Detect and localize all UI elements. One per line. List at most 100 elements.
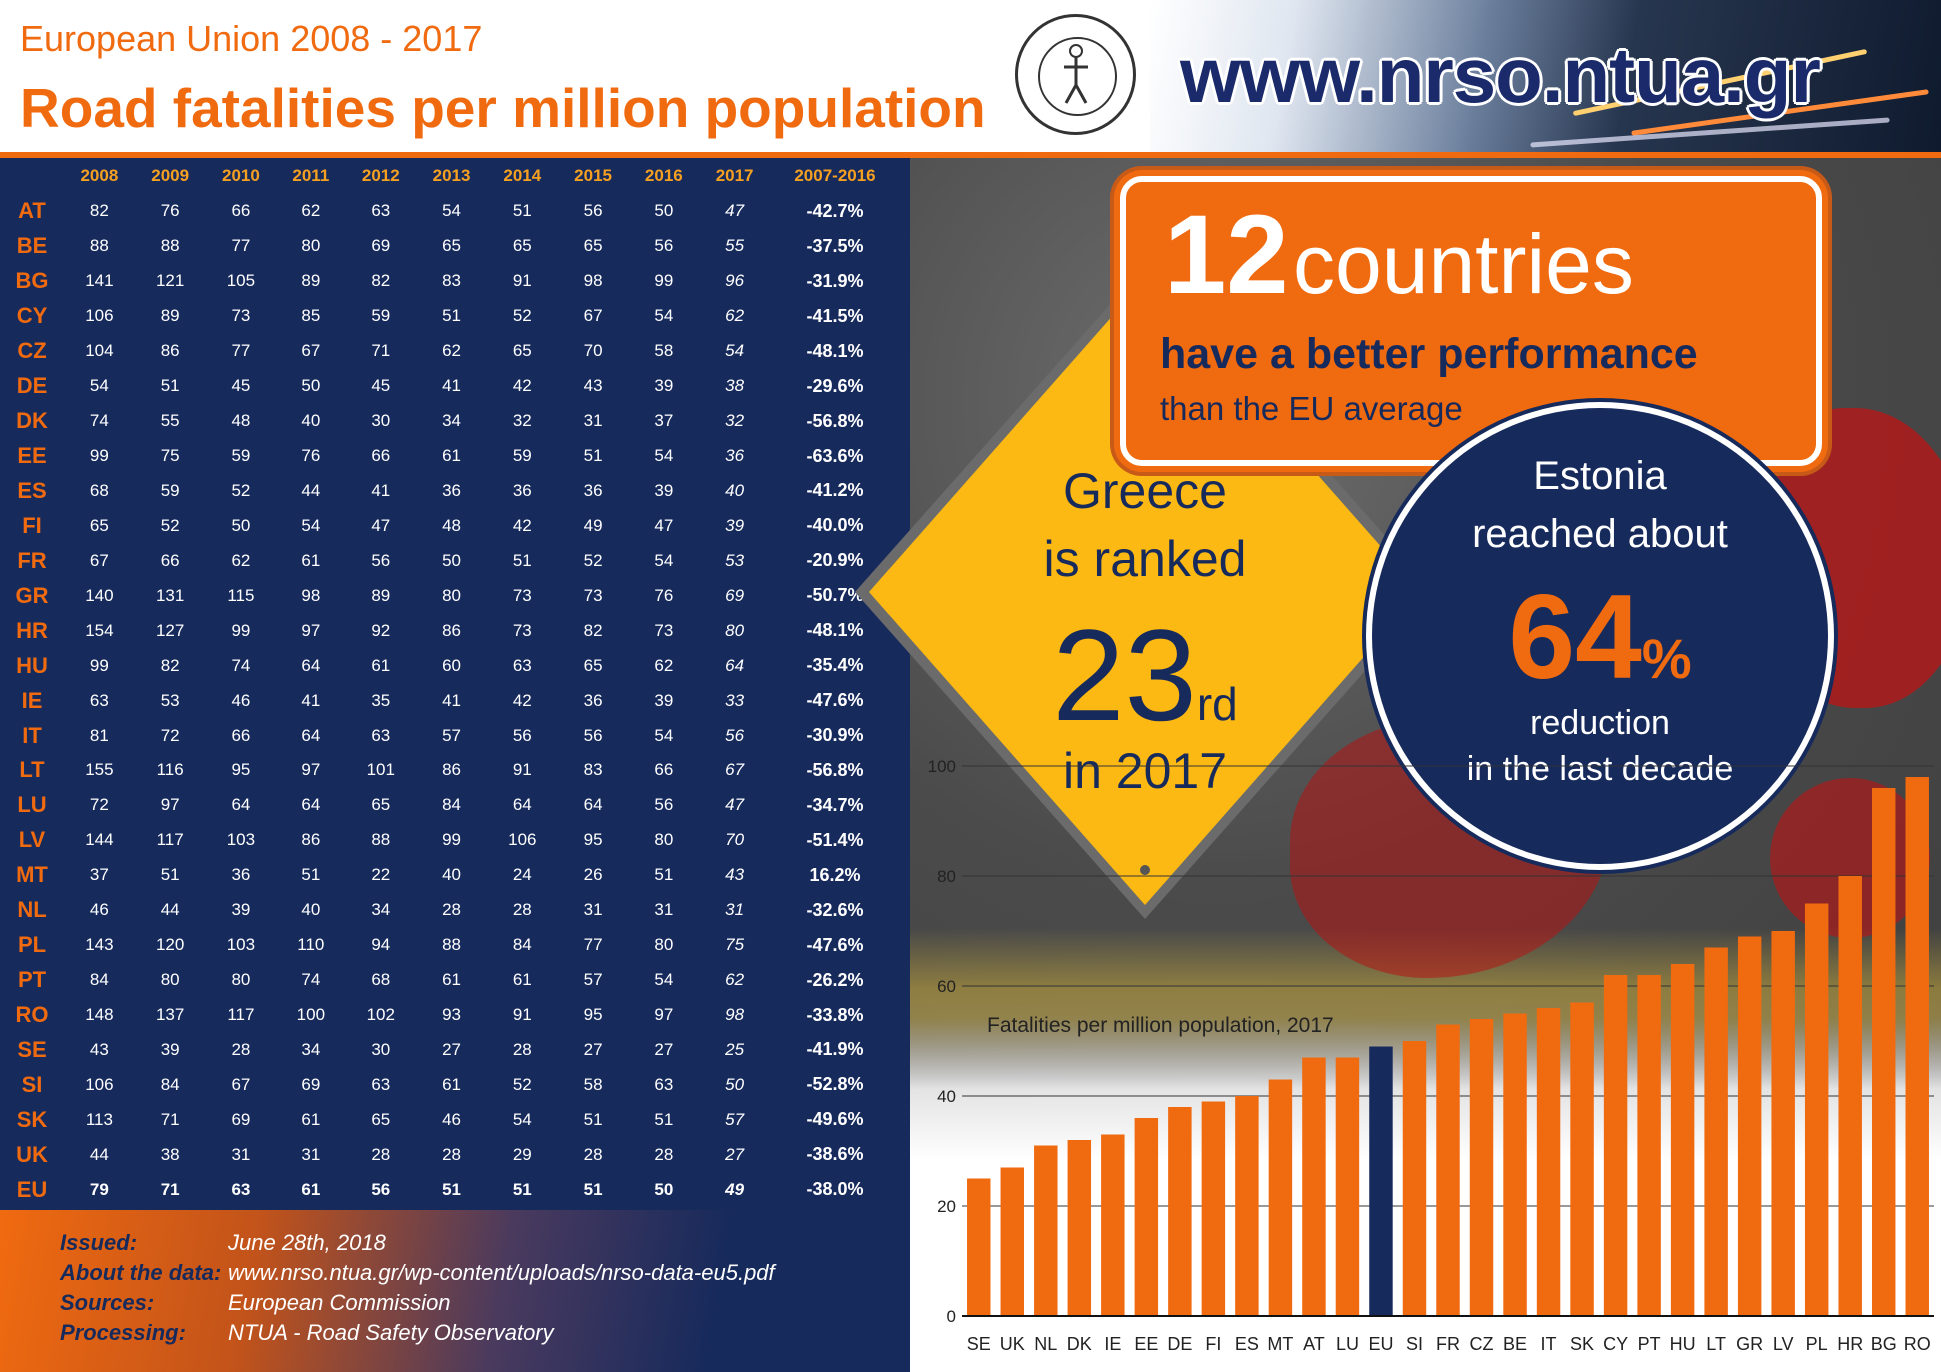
table-cell: 28 bbox=[512, 1039, 532, 1059]
change-cell: -48.1% bbox=[806, 340, 864, 361]
table-cell: 45 bbox=[231, 376, 251, 396]
table-cell: 42 bbox=[512, 515, 532, 535]
table-cell: 46 bbox=[442, 1109, 461, 1129]
estonia-circle: Estonia reached about 64% reduction in t… bbox=[1372, 408, 1828, 864]
table-cell: 49 bbox=[583, 515, 603, 535]
table-cell: 38 bbox=[725, 376, 745, 396]
table-cell: 99 bbox=[654, 271, 674, 291]
about-value[interactable]: www.nrso.ntua.gr/wp-content/uploads/nrso… bbox=[228, 1260, 775, 1285]
country-code: HU bbox=[16, 652, 48, 678]
table-cell: 30 bbox=[371, 1039, 391, 1059]
table-cell: 56 bbox=[654, 236, 674, 256]
greece-rank: 23rd bbox=[1000, 600, 1290, 750]
table-cell: 48 bbox=[442, 515, 461, 535]
change-cell: -38.6% bbox=[806, 1144, 864, 1165]
table-cell: 66 bbox=[231, 725, 251, 745]
table-cell: 54 bbox=[512, 1109, 532, 1129]
website-url[interactable]: www.nrso.ntua.gr bbox=[1180, 31, 1821, 119]
change-cell: -51.4% bbox=[806, 829, 864, 850]
table-cell: 89 bbox=[371, 585, 391, 605]
table-cell: 52 bbox=[512, 306, 532, 326]
processing-value: NTUA - Road Safety Observatory bbox=[228, 1320, 554, 1345]
change-cell: -47.6% bbox=[806, 690, 864, 711]
table-cell: 110 bbox=[297, 935, 325, 955]
change-cell: -41.2% bbox=[806, 480, 864, 501]
table-cell: 42 bbox=[512, 690, 532, 710]
table-cell: 62 bbox=[725, 306, 745, 326]
table-cell: 63 bbox=[89, 690, 109, 710]
country-code: SK bbox=[16, 1106, 48, 1132]
table-cell: 28 bbox=[442, 1144, 461, 1164]
change-cell: -52.8% bbox=[806, 1074, 864, 1095]
table-cell: 40 bbox=[301, 411, 321, 431]
table-cell: 86 bbox=[442, 760, 461, 780]
column-header: 2011 bbox=[292, 166, 330, 185]
table-cell: 49 bbox=[725, 1179, 745, 1199]
table-cell: 80 bbox=[160, 970, 180, 990]
table-cell: 80 bbox=[231, 970, 251, 990]
table-cell: 70 bbox=[725, 830, 745, 850]
table-cell: 97 bbox=[654, 1005, 674, 1025]
table-cell: 65 bbox=[512, 341, 532, 361]
footer-panel: Issued: June 28th, 2018 About the data: … bbox=[0, 1210, 910, 1372]
table-row: BE 88 88 77 80 69 65 65 65 56 55 -37.5% bbox=[0, 229, 900, 264]
table-cell: 39 bbox=[231, 900, 251, 920]
table-cell: 120 bbox=[155, 935, 185, 955]
table-row: EU 79 71 63 61 56 51 51 51 50 49 -38.0% bbox=[0, 1172, 900, 1207]
table-cell: 77 bbox=[231, 236, 251, 256]
table-cell: 64 bbox=[725, 655, 745, 675]
table-cell: 75 bbox=[160, 446, 180, 466]
table-row: HR 154 127 99 97 92 86 73 82 73 80 -48.1% bbox=[0, 613, 900, 648]
table-cell: 117 bbox=[156, 830, 184, 850]
change-cell: 16.2% bbox=[809, 864, 861, 885]
table-cell: 50 bbox=[231, 515, 251, 535]
about-label: About the data: bbox=[60, 1260, 222, 1285]
table-cell: 56 bbox=[371, 1179, 391, 1199]
country-code: LU bbox=[17, 792, 47, 818]
table-row: ES 68 59 52 44 41 36 36 36 39 40 -41.2% bbox=[0, 474, 900, 509]
country-code: EU bbox=[16, 1176, 48, 1202]
column-header: 2014 bbox=[503, 166, 542, 185]
country-code: FR bbox=[17, 547, 47, 573]
table-cell: 51 bbox=[583, 1179, 603, 1199]
table-cell: 61 bbox=[301, 1109, 321, 1129]
table-cell: 31 bbox=[725, 900, 745, 920]
table-cell: 54 bbox=[89, 376, 109, 396]
table-cell: 80 bbox=[654, 830, 674, 850]
table-cell: 39 bbox=[725, 515, 745, 535]
table-cell: 127 bbox=[155, 620, 185, 640]
table-row: LU 72 97 64 64 65 84 64 64 56 47 -34.7% bbox=[0, 788, 900, 823]
table-cell: 50 bbox=[725, 1074, 745, 1094]
change-cell: -63.6% bbox=[806, 445, 864, 466]
better-performance-sign: 12 countries have a better performance t… bbox=[1120, 176, 1822, 466]
country-code: GR bbox=[15, 582, 49, 608]
table-cell: 50 bbox=[654, 201, 674, 221]
countries-count: 12 bbox=[1164, 192, 1289, 317]
table-cell: 51 bbox=[512, 201, 532, 221]
change-cell: -56.8% bbox=[806, 759, 864, 780]
table-cell: 61 bbox=[301, 1179, 321, 1199]
country-code: LV bbox=[18, 827, 46, 853]
issued-value: June 28th, 2018 bbox=[228, 1230, 386, 1255]
table-cell: 76 bbox=[654, 585, 674, 605]
table-cell: 104 bbox=[85, 341, 114, 361]
table-cell: 41 bbox=[442, 376, 461, 396]
country-code: IE bbox=[21, 687, 43, 713]
table-cell: 63 bbox=[512, 655, 532, 675]
table-cell: 68 bbox=[89, 480, 109, 500]
greece-line4: in 2017 bbox=[1062, 743, 1228, 799]
table-cell: 66 bbox=[231, 201, 251, 221]
table-cell: 36 bbox=[512, 480, 532, 500]
table-row: NL 46 44 39 40 34 28 28 31 31 31 -32.6% bbox=[0, 893, 900, 928]
table-cell: 56 bbox=[654, 795, 674, 815]
table-cell: 65 bbox=[512, 236, 532, 256]
table-cell: 39 bbox=[160, 1039, 180, 1059]
table-cell: 73 bbox=[512, 585, 532, 605]
change-cell: -47.6% bbox=[806, 934, 864, 955]
table-cell: 54 bbox=[654, 306, 674, 326]
table-cell: 44 bbox=[301, 480, 321, 500]
table-cell: 71 bbox=[371, 341, 391, 361]
table-cell: 46 bbox=[231, 690, 251, 710]
table-cell: 82 bbox=[371, 271, 391, 291]
table-cell: 91 bbox=[512, 271, 532, 291]
